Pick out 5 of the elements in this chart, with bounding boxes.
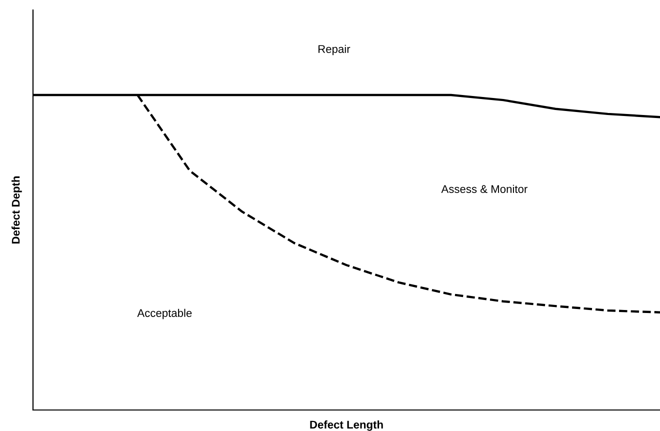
annotation: Acceptable — [137, 308, 192, 320]
y-axis-title: Defect Depth — [12, 176, 22, 244]
text: Repair — [318, 44, 350, 56]
x-axis-title: Defect Length — [310, 420, 383, 431]
annotation: Assess & Monitor — [441, 184, 528, 193]
